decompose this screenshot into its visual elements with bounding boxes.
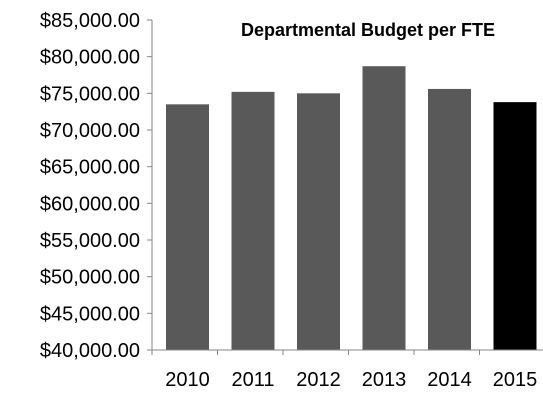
bar-2010 [166, 104, 209, 350]
y-tick-label: $55,000.00 [40, 230, 140, 252]
y-axis-ticks: $85,000.00 $80,000.00 $75,000.00 $70,000.00… [40, 10, 152, 362]
bar-2015 [493, 102, 537, 350]
y-tick-label: $45,000.00 [40, 303, 140, 325]
y-tick-label: $60,000.00 [40, 193, 140, 215]
bar-2013 [362, 66, 406, 350]
y-tick-label: $70,000.00 [40, 120, 140, 142]
y-tick-label: $40,000.00 [40, 340, 140, 362]
y-tick-label: $75,000.00 [40, 83, 140, 105]
x-tick-label: 2010 [165, 369, 210, 391]
x-tick-label: 2011 [231, 369, 274, 391]
x-tick-label: 2014 [427, 369, 472, 391]
y-tick-label: $85,000.00 [40, 10, 140, 32]
y-tick-label: $65,000.00 [40, 157, 140, 179]
bars [166, 66, 537, 350]
bar-2014 [428, 88, 471, 350]
x-tick-label: 2012 [296, 369, 341, 391]
chart-title: Departmental Budget per FTE [241, 20, 495, 40]
bar-2011 [231, 91, 275, 350]
y-tick-label: $50,000.00 [40, 267, 140, 289]
y-tick-label: $80,000.00 [40, 47, 140, 69]
x-tick-label: 2015 [493, 369, 538, 391]
bar-2012 [297, 93, 340, 350]
x-axis-ticks: 2010 2011 2012 2013 2014 2015 [151, 350, 538, 391]
x-tick-label: 2013 [362, 369, 407, 391]
